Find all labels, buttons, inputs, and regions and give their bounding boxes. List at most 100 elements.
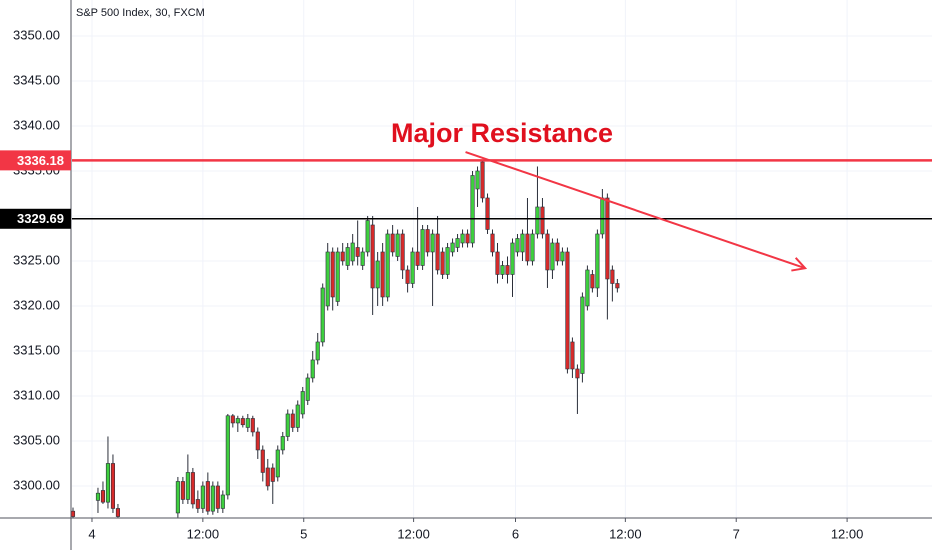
y-tick-label: 3300.00 <box>13 477 60 492</box>
candle-body <box>100 490 106 503</box>
y-tick-label: 3310.00 <box>13 387 60 402</box>
x-tick-label: 5 <box>300 526 307 541</box>
candle-body <box>210 485 215 512</box>
candle-body <box>375 260 380 289</box>
axes: 3300.00 3305.00 3310.00 3315.00 3320.00 3325.… <box>0 27 863 541</box>
candle-body <box>520 233 525 253</box>
candle-body <box>390 233 395 253</box>
candle-body <box>105 463 111 503</box>
candle-body <box>410 251 415 284</box>
candle-body <box>370 224 375 289</box>
candle-body <box>225 415 230 496</box>
candle-body <box>460 233 465 244</box>
candle-body <box>290 413 295 428</box>
candle-body <box>515 238 520 253</box>
x-tick-label: 12:00 <box>187 526 220 541</box>
candle-body <box>545 233 550 271</box>
candle-body <box>555 242 560 262</box>
candle-body <box>580 296 585 374</box>
candle-body <box>490 233 495 253</box>
candle-body <box>530 233 535 262</box>
candle-body <box>285 413 290 437</box>
candle-body <box>480 161 485 199</box>
candle-body <box>365 220 370 253</box>
candle-body <box>400 233 405 271</box>
candle-body <box>450 242 455 253</box>
candle-body <box>325 251 330 307</box>
candle-body <box>570 341 575 370</box>
candle-body <box>385 233 390 298</box>
candle-body <box>245 418 250 428</box>
price-label: 3336.18 <box>17 153 64 168</box>
candle-body <box>565 251 570 370</box>
candle-body <box>115 508 120 517</box>
candle-body <box>335 251 340 302</box>
candle-body <box>455 238 460 248</box>
candle-body <box>185 472 190 500</box>
candle-body <box>595 233 600 289</box>
trend-arrow-head <box>791 257 808 272</box>
candle-body <box>220 494 225 509</box>
price-label: 3329.69 <box>17 211 64 226</box>
candle-body <box>300 391 305 415</box>
candle-body <box>425 229 430 253</box>
candle-body <box>200 485 205 509</box>
candle-body <box>485 197 490 230</box>
candle-body <box>305 377 310 401</box>
candle-body <box>340 251 345 262</box>
trend-line <box>465 151 806 270</box>
candle-body <box>535 206 540 235</box>
y-tick-label: 3320.00 <box>13 297 60 312</box>
candle-body <box>215 485 220 509</box>
candle-body <box>175 481 180 514</box>
candle-body <box>540 206 545 235</box>
candle-body <box>615 283 620 289</box>
chart-title: S&P 500 Index, 30, FXCM <box>76 7 205 19</box>
candle-body <box>585 269 590 307</box>
x-tick-label: 12:00 <box>397 526 430 541</box>
candle-body <box>495 251 500 275</box>
plot: Major Resistance <box>70 118 932 519</box>
candle-body <box>265 467 270 487</box>
annotation: Major Resistance <box>391 118 613 148</box>
y-tick-label: 3325.00 <box>13 252 60 267</box>
candle-body <box>500 265 505 275</box>
candle-body <box>475 170 480 190</box>
candle-body <box>255 431 260 451</box>
candle-body <box>590 274 595 289</box>
candle-body <box>405 269 410 284</box>
price-label-box <box>0 208 71 229</box>
candle-body <box>330 251 335 298</box>
candle-body <box>550 242 555 271</box>
candle-body <box>110 463 116 509</box>
x-tick-label: 6 <box>512 526 519 541</box>
candle-body <box>350 242 355 262</box>
x-tick-label: 4 <box>88 526 95 541</box>
candle-body <box>250 418 255 433</box>
x-tick-label: 7 <box>733 526 740 541</box>
candle-body <box>435 233 440 271</box>
candle-body <box>320 287 325 343</box>
candle-body <box>610 269 615 284</box>
candle-body <box>190 472 195 505</box>
candle-body <box>510 242 515 275</box>
y-tick-label: 3345.00 <box>13 72 60 87</box>
candle-body <box>415 251 420 266</box>
candle-body <box>360 251 365 266</box>
candle-body <box>505 265 510 275</box>
candle-body <box>230 415 235 424</box>
candle-body <box>605 197 610 280</box>
x-tick-label: 12:00 <box>831 526 864 541</box>
candle-body <box>430 233 435 253</box>
candle-body <box>575 368 580 379</box>
candle-body <box>465 233 470 244</box>
candle-body <box>345 247 350 266</box>
candle-body <box>525 233 530 262</box>
y-tick-label: 3315.00 <box>13 342 60 357</box>
candle-body <box>260 449 265 473</box>
x-tick-label: 12:00 <box>609 526 642 541</box>
candle-body <box>470 175 475 244</box>
candle-body <box>445 247 450 275</box>
y-tick-label: 3350.00 <box>13 27 60 42</box>
